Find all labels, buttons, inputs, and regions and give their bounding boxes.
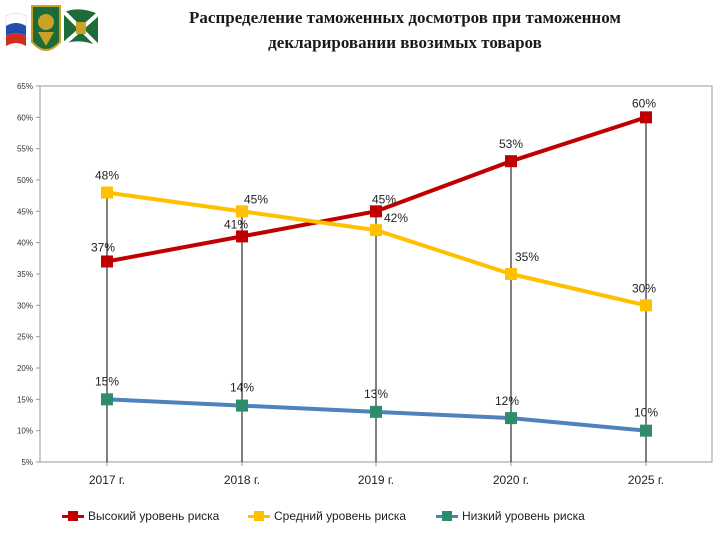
data-point-high-risk — [370, 205, 382, 218]
slide-header: Распределение таможенных досмотров при т… — [0, 0, 720, 70]
data-point-medium-risk — [236, 205, 248, 218]
data-label-high-risk: 53% — [499, 137, 523, 151]
legend-swatch-high-risk — [62, 510, 84, 521]
y-tick-label: 35% — [17, 270, 33, 279]
data-label-high-risk: 41% — [224, 217, 248, 231]
x-tick-label: 2020 г. — [493, 473, 529, 487]
data-point-medium-risk — [640, 299, 652, 312]
data-point-medium-risk — [505, 268, 517, 280]
y-tick-label: 25% — [17, 333, 33, 342]
y-tick-label: 50% — [17, 176, 33, 185]
legend-item-high-risk: Высокий уровень риска — [62, 504, 219, 528]
data-label-low-risk: 10% — [634, 406, 658, 420]
data-label-high-risk: 45% — [372, 192, 396, 206]
data-point-low-risk — [505, 412, 517, 425]
data-label-low-risk: 14% — [230, 381, 254, 395]
data-point-medium-risk — [101, 186, 113, 199]
legend-label-high-risk: Высокий уровень риска — [88, 509, 220, 523]
data-point-low-risk — [236, 399, 248, 412]
data-point-low-risk — [370, 405, 382, 418]
russian-flag-icon — [5, 12, 27, 46]
y-tick-label: 40% — [17, 239, 33, 248]
data-point-high-risk — [640, 111, 652, 124]
data-point-low-risk — [640, 424, 652, 437]
data-label-low-risk: 15% — [95, 374, 119, 388]
data-point-high-risk — [505, 155, 517, 168]
x-tick-label: 2025 г. — [628, 473, 664, 487]
data-label-medium-risk: 45% — [244, 192, 268, 206]
chart-title-line-2: декларировании ввозимых товаров — [268, 33, 542, 52]
legend-item-low-risk: Низкий уровень риска — [436, 504, 585, 528]
data-label-high-risk: 60% — [632, 96, 656, 110]
y-tick-label: 55% — [17, 145, 33, 154]
y-tick-label: 45% — [17, 207, 33, 216]
chart-legend: Высокий уровень риска Средний уровень ри… — [0, 504, 720, 528]
legend-swatch-low-risk — [436, 510, 458, 521]
chart-title-line-1: Распределение таможенных досмотров при т… — [189, 8, 621, 27]
legend-label-medium-risk: Средний уровень риска — [274, 509, 407, 523]
x-tick-label: 2017 г. — [89, 473, 125, 487]
legend-label-low-risk: Низкий уровень риска — [462, 509, 585, 523]
y-tick-label: 65% — [17, 82, 33, 91]
logo-group — [5, 5, 100, 51]
y-tick-label: 15% — [17, 395, 33, 404]
line-chart: 5% 10% 15% 20% 25% 30% 35% 40% 45% 50% 55% 60% 65% 20… — [17, 82, 713, 487]
y-tick-label: 10% — [17, 427, 33, 436]
y-tick-label: 5% — [21, 458, 33, 467]
data-label-medium-risk: 48% — [95, 169, 119, 183]
customs-emblem-icon — [31, 5, 61, 51]
legend-swatch-medium-risk — [248, 510, 270, 521]
data-label-low-risk: 13% — [364, 387, 388, 401]
data-point-high-risk — [236, 230, 248, 243]
data-label-low-risk: 12% — [495, 394, 519, 408]
x-tick-label: 2018 г. — [224, 473, 260, 487]
customs-flag-icon — [62, 9, 100, 48]
y-tick-label: 60% — [17, 113, 33, 122]
data-label-medium-risk: 42% — [384, 211, 408, 225]
y-tick-label: 30% — [17, 301, 33, 310]
data-point-medium-risk — [370, 224, 382, 237]
data-label-high-risk: 37% — [91, 240, 115, 254]
data-label-medium-risk: 30% — [632, 281, 656, 295]
data-point-low-risk — [101, 393, 113, 406]
y-tick-label: 20% — [17, 364, 33, 373]
data-label-medium-risk: 35% — [515, 250, 539, 264]
data-point-high-risk — [101, 255, 113, 268]
legend-item-medium-risk: Средний уровень риска — [248, 504, 406, 528]
x-tick-label: 2019 г. — [358, 473, 394, 487]
